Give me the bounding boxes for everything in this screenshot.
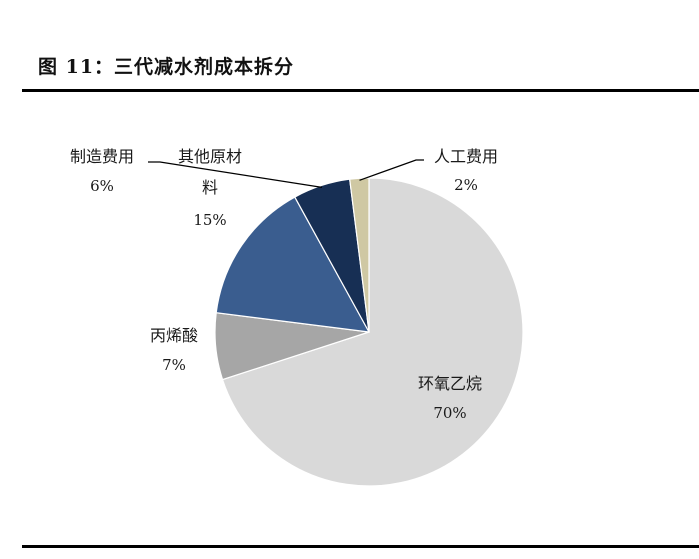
slice-label-manufacturing-cost: 制造费用 bbox=[70, 147, 134, 166]
slice-percent-labor-cost: 2% bbox=[454, 176, 478, 194]
bottom-rule bbox=[22, 545, 699, 548]
slice-percent-ethylene-oxide: 70% bbox=[433, 404, 466, 422]
pie-slice-4 bbox=[349, 177, 370, 333]
leader-lines bbox=[148, 159, 424, 189]
leader-line-labor-cost bbox=[359, 159, 424, 181]
pie-slice-0 bbox=[221, 177, 524, 487]
chart-title: 图 11：三代减水剂成本拆分 bbox=[38, 56, 295, 78]
top-rule bbox=[22, 89, 699, 92]
pie-slices bbox=[214, 177, 524, 487]
slice-label-ethylene-oxide: 环氧乙烷 bbox=[418, 374, 482, 393]
slice-percent-acrylic-acid: 7% bbox=[162, 356, 186, 374]
slice-percent-other-materials: 15% bbox=[193, 211, 226, 229]
slice-label-labor-cost: 人工费用 bbox=[434, 147, 498, 166]
slice-percent-manufacturing-cost: 6% bbox=[90, 177, 114, 195]
pie-slice-2 bbox=[215, 196, 371, 333]
slice-label-other-materials-line2: 料 bbox=[202, 178, 218, 197]
slice-label-other-materials-line1: 其他原材 bbox=[178, 147, 242, 166]
leader-line-manufacturing-cost bbox=[148, 161, 323, 189]
slice-label-acrylic-acid: 丙烯酸 bbox=[150, 326, 198, 345]
